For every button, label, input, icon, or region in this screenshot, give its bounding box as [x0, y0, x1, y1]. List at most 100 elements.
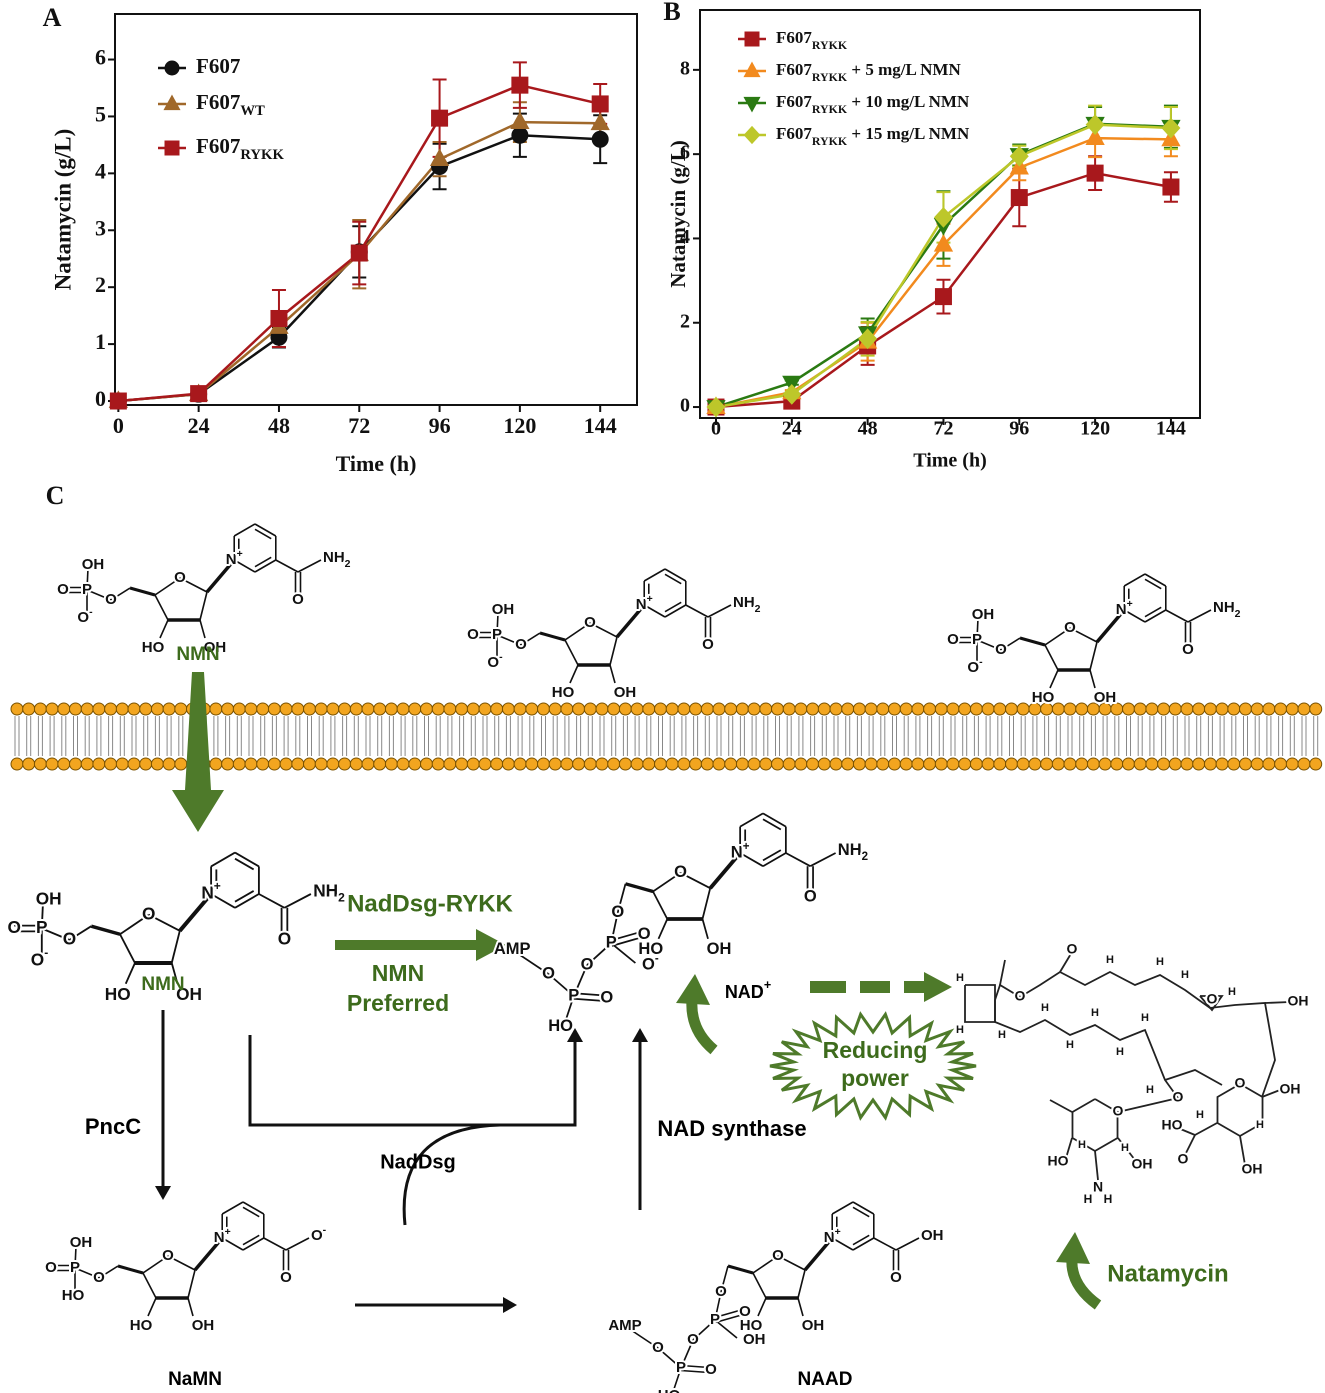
lipid-head — [1157, 702, 1171, 716]
bond — [752, 1255, 779, 1274]
atom-label: H — [1066, 1039, 1074, 1051]
lipid-head — [677, 702, 691, 716]
atom-label: O — [174, 569, 186, 586]
bond — [234, 890, 255, 903]
lipid-head — [1122, 757, 1135, 771]
arrow-head — [567, 1028, 583, 1042]
marker — [270, 309, 288, 327]
lipid-head — [864, 757, 878, 771]
lipid-head — [923, 702, 937, 716]
y-axis-title: Natamycin (g/L) — [50, 129, 75, 291]
lipid-head — [771, 757, 784, 771]
lipid-head — [806, 702, 820, 716]
bond — [852, 1206, 870, 1218]
bond — [511, 949, 549, 975]
diagram-label: power — [841, 1065, 909, 1091]
atom-label: H — [1121, 1142, 1129, 1154]
diagram-label: NMN — [141, 974, 184, 995]
bond — [193, 1236, 224, 1272]
lipid-head — [244, 702, 258, 716]
bond — [1144, 606, 1162, 618]
marker — [431, 109, 449, 127]
lipid-head — [209, 757, 223, 771]
atom-label: H — [998, 1029, 1006, 1041]
lipid-head — [537, 757, 550, 771]
bond — [707, 604, 732, 618]
atom-label: H — [956, 1024, 964, 1036]
lipid-head — [1157, 757, 1171, 771]
atom-label: O — [467, 626, 479, 643]
bond — [573, 992, 605, 997]
bond — [777, 1255, 806, 1271]
lipid-head — [841, 702, 855, 716]
lipid-head — [700, 757, 714, 771]
bond — [615, 603, 646, 639]
atom-label: OH — [1280, 1081, 1301, 1097]
lipid-head — [127, 757, 141, 771]
atom-label: O — [804, 887, 817, 905]
bond — [254, 523, 277, 537]
lipid-head — [630, 757, 644, 771]
marker — [510, 111, 530, 130]
x-tick-label: 48 — [858, 418, 878, 440]
atom-label: O — [674, 863, 687, 881]
lipid-head — [852, 757, 866, 771]
lipid-head — [712, 702, 726, 716]
lipid-head — [595, 757, 609, 771]
lipid-head — [513, 702, 527, 716]
bond — [1165, 609, 1189, 623]
diagram-label: NAAD — [798, 1369, 853, 1390]
bond — [727, 1264, 754, 1275]
x-tick-label: 0 — [113, 413, 124, 438]
lipid-head — [174, 702, 188, 716]
lipid-head — [349, 757, 363, 771]
atom-label: P — [36, 917, 48, 937]
bond — [199, 619, 206, 639]
diagram-label: Natamycin — [1107, 1260, 1228, 1287]
lipid-head — [665, 757, 679, 771]
atom-label: AMP — [494, 940, 531, 958]
lipid-head — [618, 757, 632, 771]
legend-marker — [163, 94, 181, 111]
x-axis-title: Time (h) — [913, 450, 987, 472]
lipid-head — [1297, 757, 1311, 771]
atom-label: HO — [130, 1317, 153, 1334]
lipid-head — [291, 702, 305, 716]
atom-label: HO — [658, 1387, 681, 1393]
atom-label: AMP — [608, 1317, 641, 1334]
atom-label: O — [1173, 1089, 1184, 1105]
bond — [564, 622, 591, 641]
bond — [199, 591, 208, 621]
bond — [873, 1237, 897, 1251]
lipid-head — [946, 757, 960, 771]
lipid-head — [817, 757, 831, 771]
bond — [1117, 1097, 1179, 1113]
lipid-head — [80, 757, 94, 771]
atom-label: O- — [967, 656, 983, 676]
lipid-head — [583, 757, 597, 771]
lipid-head — [852, 702, 866, 716]
lipid-head — [267, 757, 281, 771]
lipid-head — [408, 757, 422, 771]
atom-label: O — [542, 964, 555, 982]
bond — [1049, 1099, 1073, 1113]
lipid-head — [595, 702, 609, 716]
bond — [652, 891, 669, 920]
lipid-head — [69, 702, 82, 716]
lipid-head — [443, 702, 457, 716]
lipid-head — [735, 702, 749, 716]
bond — [98, 1265, 119, 1279]
marker — [782, 384, 802, 405]
lipid-head — [735, 757, 749, 771]
y-tick-label: 8 — [680, 57, 690, 79]
bond — [187, 1269, 196, 1299]
bond — [1164, 1069, 1223, 1086]
bond — [852, 1234, 870, 1246]
lipid-head — [677, 757, 691, 771]
diagram-label: NadDsg-RYKK — [347, 890, 513, 917]
lipid-head — [876, 702, 890, 716]
lipid-head — [244, 757, 258, 771]
atom-label: H — [1091, 1007, 1099, 1019]
atom-label: O — [7, 917, 20, 937]
